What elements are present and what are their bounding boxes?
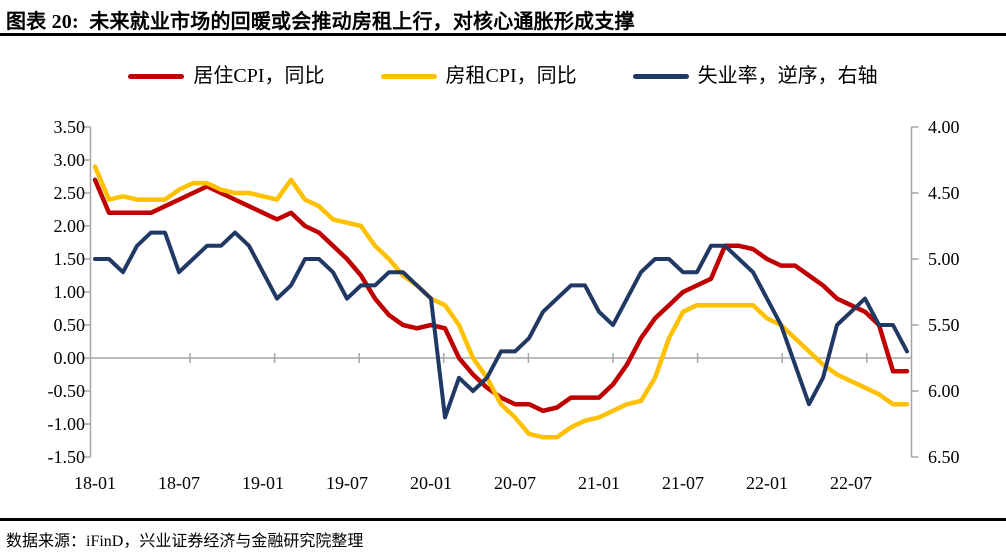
y-axis-left-tick-label: 2.00 bbox=[53, 216, 86, 236]
y-axis-left-tick-label: 3.00 bbox=[53, 150, 86, 170]
footer-divider-rule bbox=[0, 518, 1006, 521]
x-axis-tick-label: 19-01 bbox=[242, 473, 284, 493]
data-source-note: 数据来源：iFinD，兴业证券经济与金融研究院整理 bbox=[6, 533, 364, 550]
y-axis-right-tick-label: 6.50 bbox=[928, 447, 960, 467]
x-axis-tick-label: 19-07 bbox=[326, 473, 368, 493]
y-axis-left-tick-label: -0.50 bbox=[47, 381, 86, 401]
y-axis-right-tick-label: 4.00 bbox=[928, 117, 960, 137]
residence-cpi-line-swatch bbox=[128, 73, 185, 79]
title-divider-rule bbox=[0, 33, 1006, 36]
x-axis-tick-label: 22-07 bbox=[830, 473, 872, 493]
rent-cpi-line-swatch bbox=[380, 73, 437, 79]
chart-legend: 居住CPI，同比 房租CPI，同比 失业率，逆序，右轴 bbox=[0, 63, 1006, 89]
legend-label: 居住CPI，同比 bbox=[193, 65, 325, 87]
x-axis-tick-label: 22-01 bbox=[746, 473, 788, 493]
y-axis-left-tick-label: 0.50 bbox=[53, 315, 86, 335]
x-axis-tick-label: 18-01 bbox=[74, 473, 116, 493]
legend-item-unemployment: 失业率，逆序，右轴 bbox=[632, 63, 878, 89]
series-line-0 bbox=[92, 177, 910, 414]
legend-label: 房租CPI，同比 bbox=[445, 65, 577, 87]
y-axis-right-tick-label: 5.00 bbox=[928, 249, 960, 269]
legend-item-residence-cpi: 居住CPI，同比 bbox=[128, 63, 325, 89]
y-axis-left-tick-label: 1.50 bbox=[53, 249, 86, 269]
x-axis-tick-label: 21-01 bbox=[578, 473, 620, 493]
unemployment-line-swatch bbox=[632, 73, 689, 79]
x-axis-tick-label: 21-07 bbox=[662, 473, 704, 493]
y-axis-left-tick-label: 1.00 bbox=[53, 282, 86, 302]
x-axis-tick-label: 18-07 bbox=[158, 473, 200, 493]
y-axis-left-tick-label: 2.50 bbox=[53, 183, 86, 203]
y-axis-right-tick-label: 6.00 bbox=[928, 381, 960, 401]
y-axis-left-tick-label: 0.00 bbox=[53, 348, 86, 368]
series-line-1 bbox=[92, 164, 910, 440]
series-line-2 bbox=[93, 230, 909, 420]
y-axis-left-tick-label: 3.50 bbox=[53, 117, 86, 137]
y-axis-right-tick-label: 4.50 bbox=[928, 183, 960, 203]
x-axis-tick-label: 20-01 bbox=[410, 473, 452, 493]
y-axis-left-tick-label: -1.50 bbox=[47, 447, 86, 467]
legend-label: 失业率，逆序，右轴 bbox=[697, 65, 878, 87]
y-axis-right-tick-label: 5.50 bbox=[928, 315, 960, 335]
x-axis-tick-label: 20-07 bbox=[494, 473, 536, 493]
legend-item-rent-cpi: 房租CPI，同比 bbox=[380, 63, 577, 89]
y-axis-left-tick-label: -1.00 bbox=[47, 414, 86, 434]
figure-title: 图表 20: 未来就业市场的回暖或会推动房租上行，对核心通胀形成支撑 bbox=[6, 11, 635, 33]
